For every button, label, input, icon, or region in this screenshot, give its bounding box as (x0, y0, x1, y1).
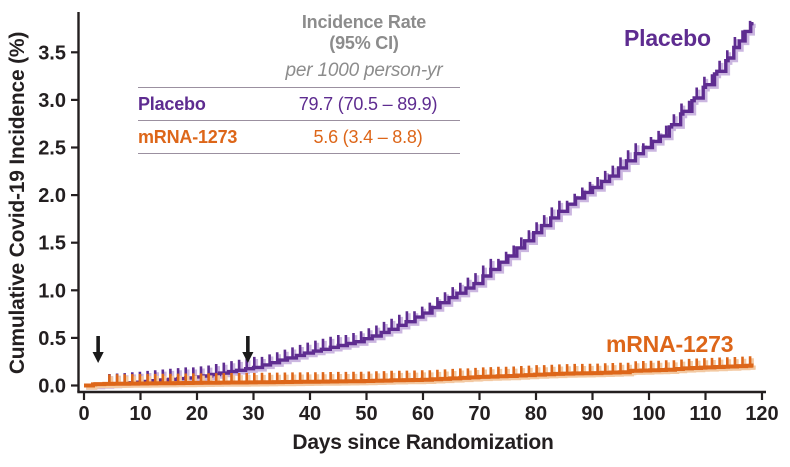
x-tick-label: 50 (355, 403, 377, 425)
y-tick-label: 3.5 (38, 42, 66, 64)
x-axis-title: Days since Randomization (292, 431, 554, 454)
mrna-censor-ticks (108, 356, 752, 383)
table-row: Placebo 79.7 (70.5 – 89.9) (138, 88, 460, 121)
x-tick-label: 20 (186, 403, 208, 425)
placebo-row-label: Placebo (138, 93, 206, 114)
y-tick-label: 3.0 (38, 90, 66, 112)
y-axis-title: Cumulative Covid-19 Incidence (%) (6, 31, 29, 375)
x-tick-label: 120 (745, 403, 778, 425)
mrna-curve (84, 363, 754, 388)
inset-table-header: Incidence Rate (95% CI) per 1000 person-… (138, 12, 460, 88)
x-tick-label: 60 (412, 403, 434, 425)
mrna-curve-halo (86, 358, 756, 390)
placebo-curve-halo-line (86, 23, 756, 390)
inset-header-units: per 1000 person-yr (285, 60, 443, 81)
y-tick-label: 0.0 (38, 376, 66, 398)
y-tick-label: 2.0 (38, 185, 66, 207)
mrna-curve-halo-ticks (110, 358, 754, 385)
x-tick-label: 90 (581, 403, 603, 425)
x-tick-label: 110 (689, 403, 721, 425)
x-tick-label: 10 (129, 403, 151, 425)
table-row: mRNA-1273 5.6 (3.4 – 8.8) (138, 121, 460, 154)
x-tick-label: 30 (242, 403, 264, 425)
y-tick-label: 1.5 (38, 233, 66, 255)
inset-header-line1: Incidence Rate (301, 12, 427, 32)
y-tick-label: 2.5 (38, 138, 66, 160)
mrna-curve-group (84, 356, 754, 388)
mrna-curve-label: mRNA-1273 (606, 331, 734, 357)
x-tick-label: 0 (78, 403, 89, 425)
mrna-row-label: mRNA-1273 (138, 126, 238, 147)
mrna-row-value: 5.6 (3.4 – 8.8) (313, 126, 423, 147)
x-tick-label: 70 (468, 403, 490, 425)
x-tick-label: 80 (525, 403, 547, 425)
y-tick-label: 0.5 (38, 328, 66, 350)
dose-arrow-icon (92, 336, 104, 363)
x-tick-label: 40 (299, 403, 321, 425)
mrna-curve-halo-line (86, 365, 756, 390)
incidence-rate-inset-table: Incidence Rate (95% CI) per 1000 person-… (138, 12, 460, 154)
inset-header-line2: (95% CI) (329, 33, 399, 53)
y-tick-label: 1.0 (38, 280, 66, 302)
placebo-row-value: 79.7 (70.5 – 89.9) (298, 93, 438, 114)
dose-arrow-icon (242, 336, 254, 363)
placebo-curve-label: Placebo (624, 25, 711, 51)
x-tick-label: 100 (632, 403, 665, 425)
